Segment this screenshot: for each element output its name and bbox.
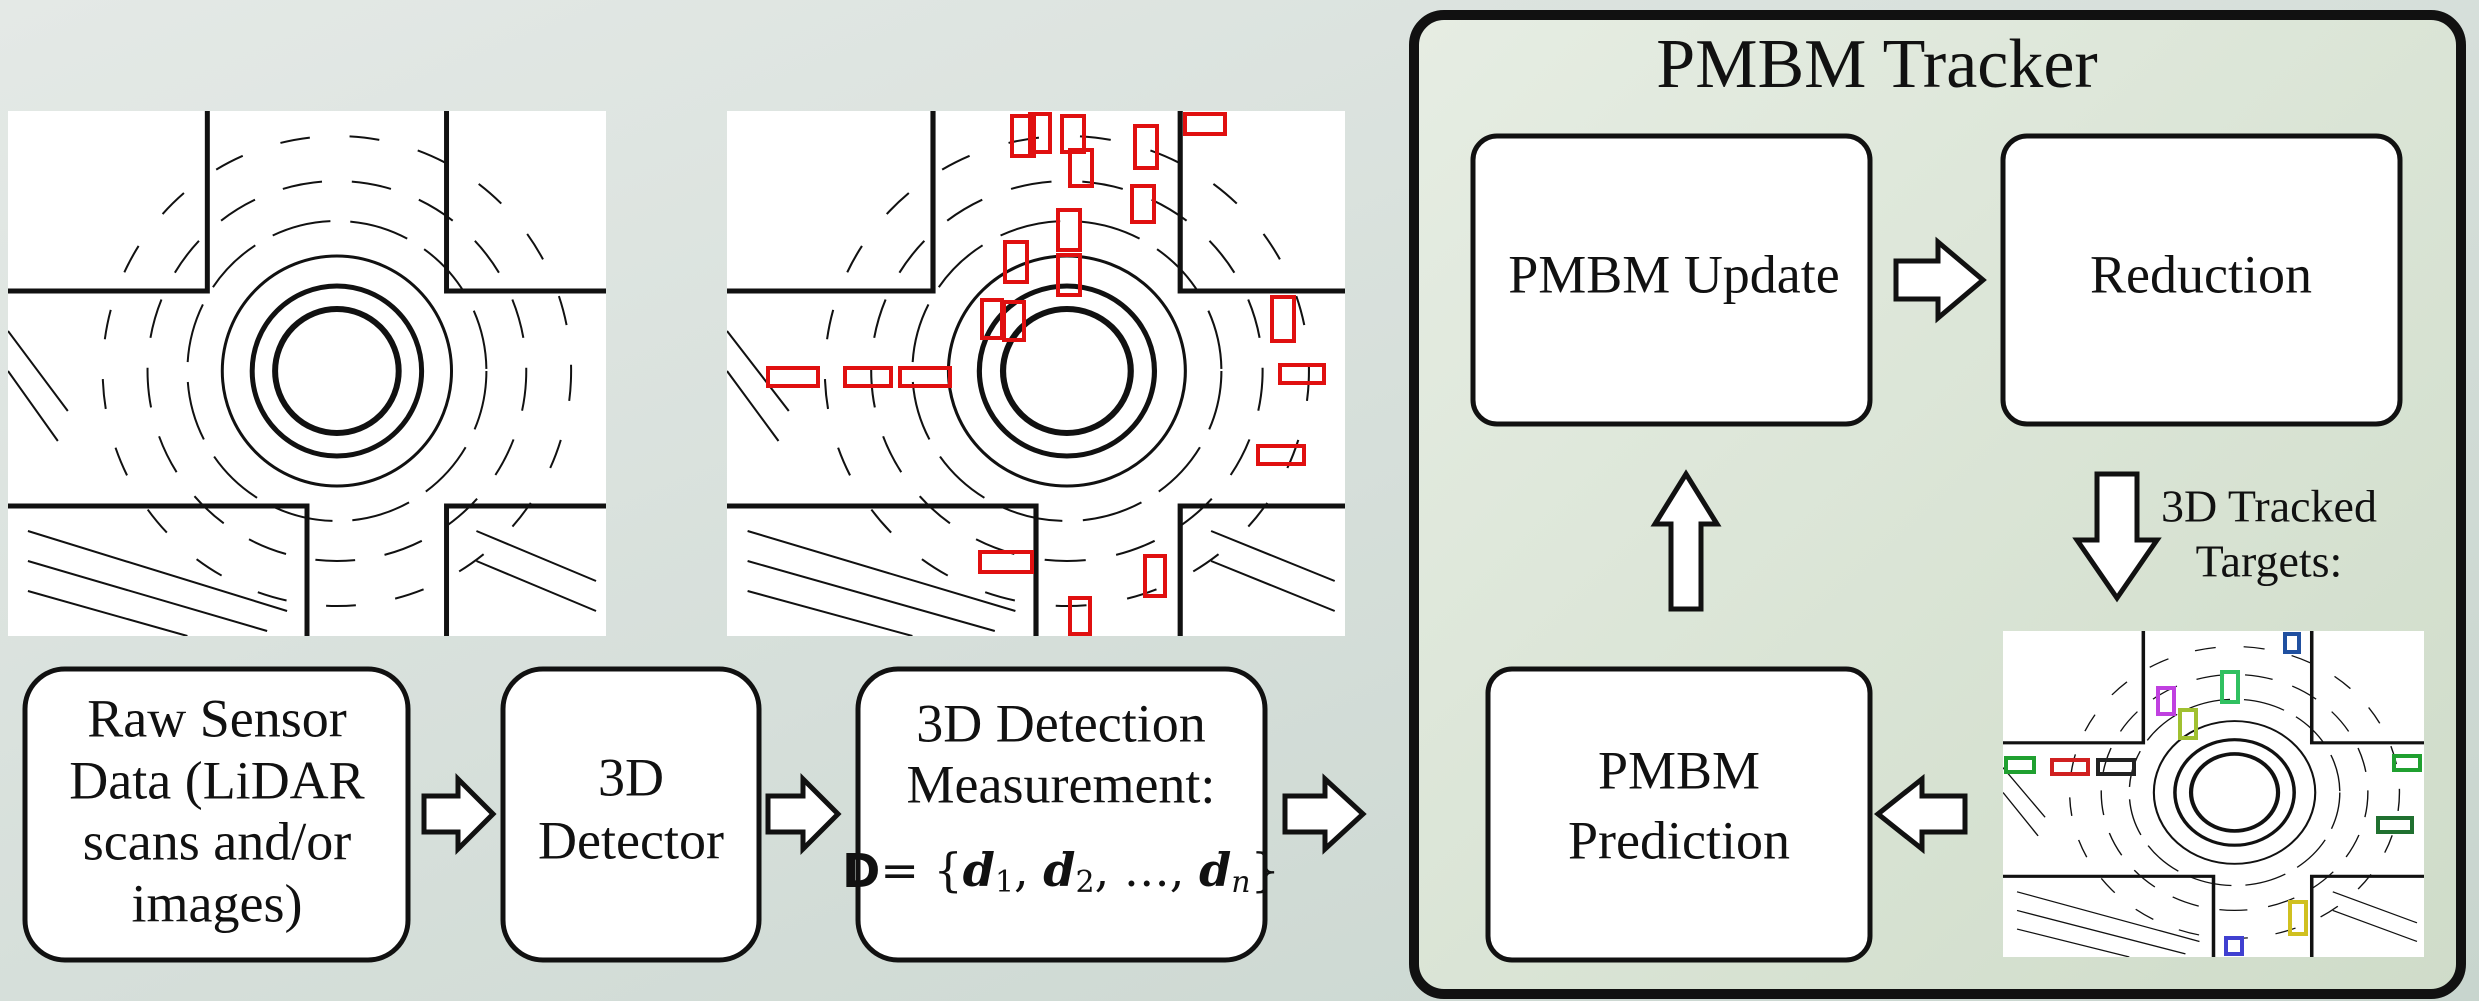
formula-part: 2 xyxy=(1075,865,1094,900)
formula: D= {d1, d2, …, dn} xyxy=(842,843,1280,900)
node-label: Data (LiDAR xyxy=(69,750,364,810)
formula-part: n xyxy=(1231,865,1250,900)
lidar-scan xyxy=(8,111,606,636)
page: {"tracker": {"title": "PMBM Tracker"}, "… xyxy=(0,0,2479,1001)
formula-part: D xyxy=(842,844,880,898)
node-label: Prediction xyxy=(1568,810,1790,870)
node-label: PMBM xyxy=(1598,740,1760,800)
output-label: Targets: xyxy=(2196,536,2343,587)
formula-part: = { xyxy=(880,843,962,897)
formula-part: 1 xyxy=(995,865,1014,900)
node-label: Detector xyxy=(538,810,724,870)
node-label: 3D xyxy=(598,747,664,807)
node-label: images) xyxy=(132,873,303,933)
node-label: Measurement: xyxy=(907,754,1216,814)
diagram: Raw Sensor Data (LiDAR scans and/or imag… xyxy=(0,0,2479,1001)
formula-part: d xyxy=(963,843,995,897)
formula-part: , xyxy=(1014,843,1043,897)
node-label: Reduction xyxy=(2090,244,2312,304)
node-label: 3D Detection xyxy=(916,693,1205,753)
node-label: scans and/or xyxy=(83,811,351,871)
node-label: Raw Sensor xyxy=(87,688,346,748)
formula-part: , …, xyxy=(1095,843,1200,897)
detections-image xyxy=(727,111,1345,636)
node-label: PMBM Update xyxy=(1508,244,1840,304)
formula-part: d xyxy=(1043,843,1075,897)
formula-part: } xyxy=(1251,843,1280,897)
output-label: 3D Tracked xyxy=(2161,481,2377,532)
tracker-title: PMBM Tracker xyxy=(1656,26,2097,103)
tracked-image xyxy=(2003,631,2424,957)
formula-part: d xyxy=(1199,843,1231,897)
